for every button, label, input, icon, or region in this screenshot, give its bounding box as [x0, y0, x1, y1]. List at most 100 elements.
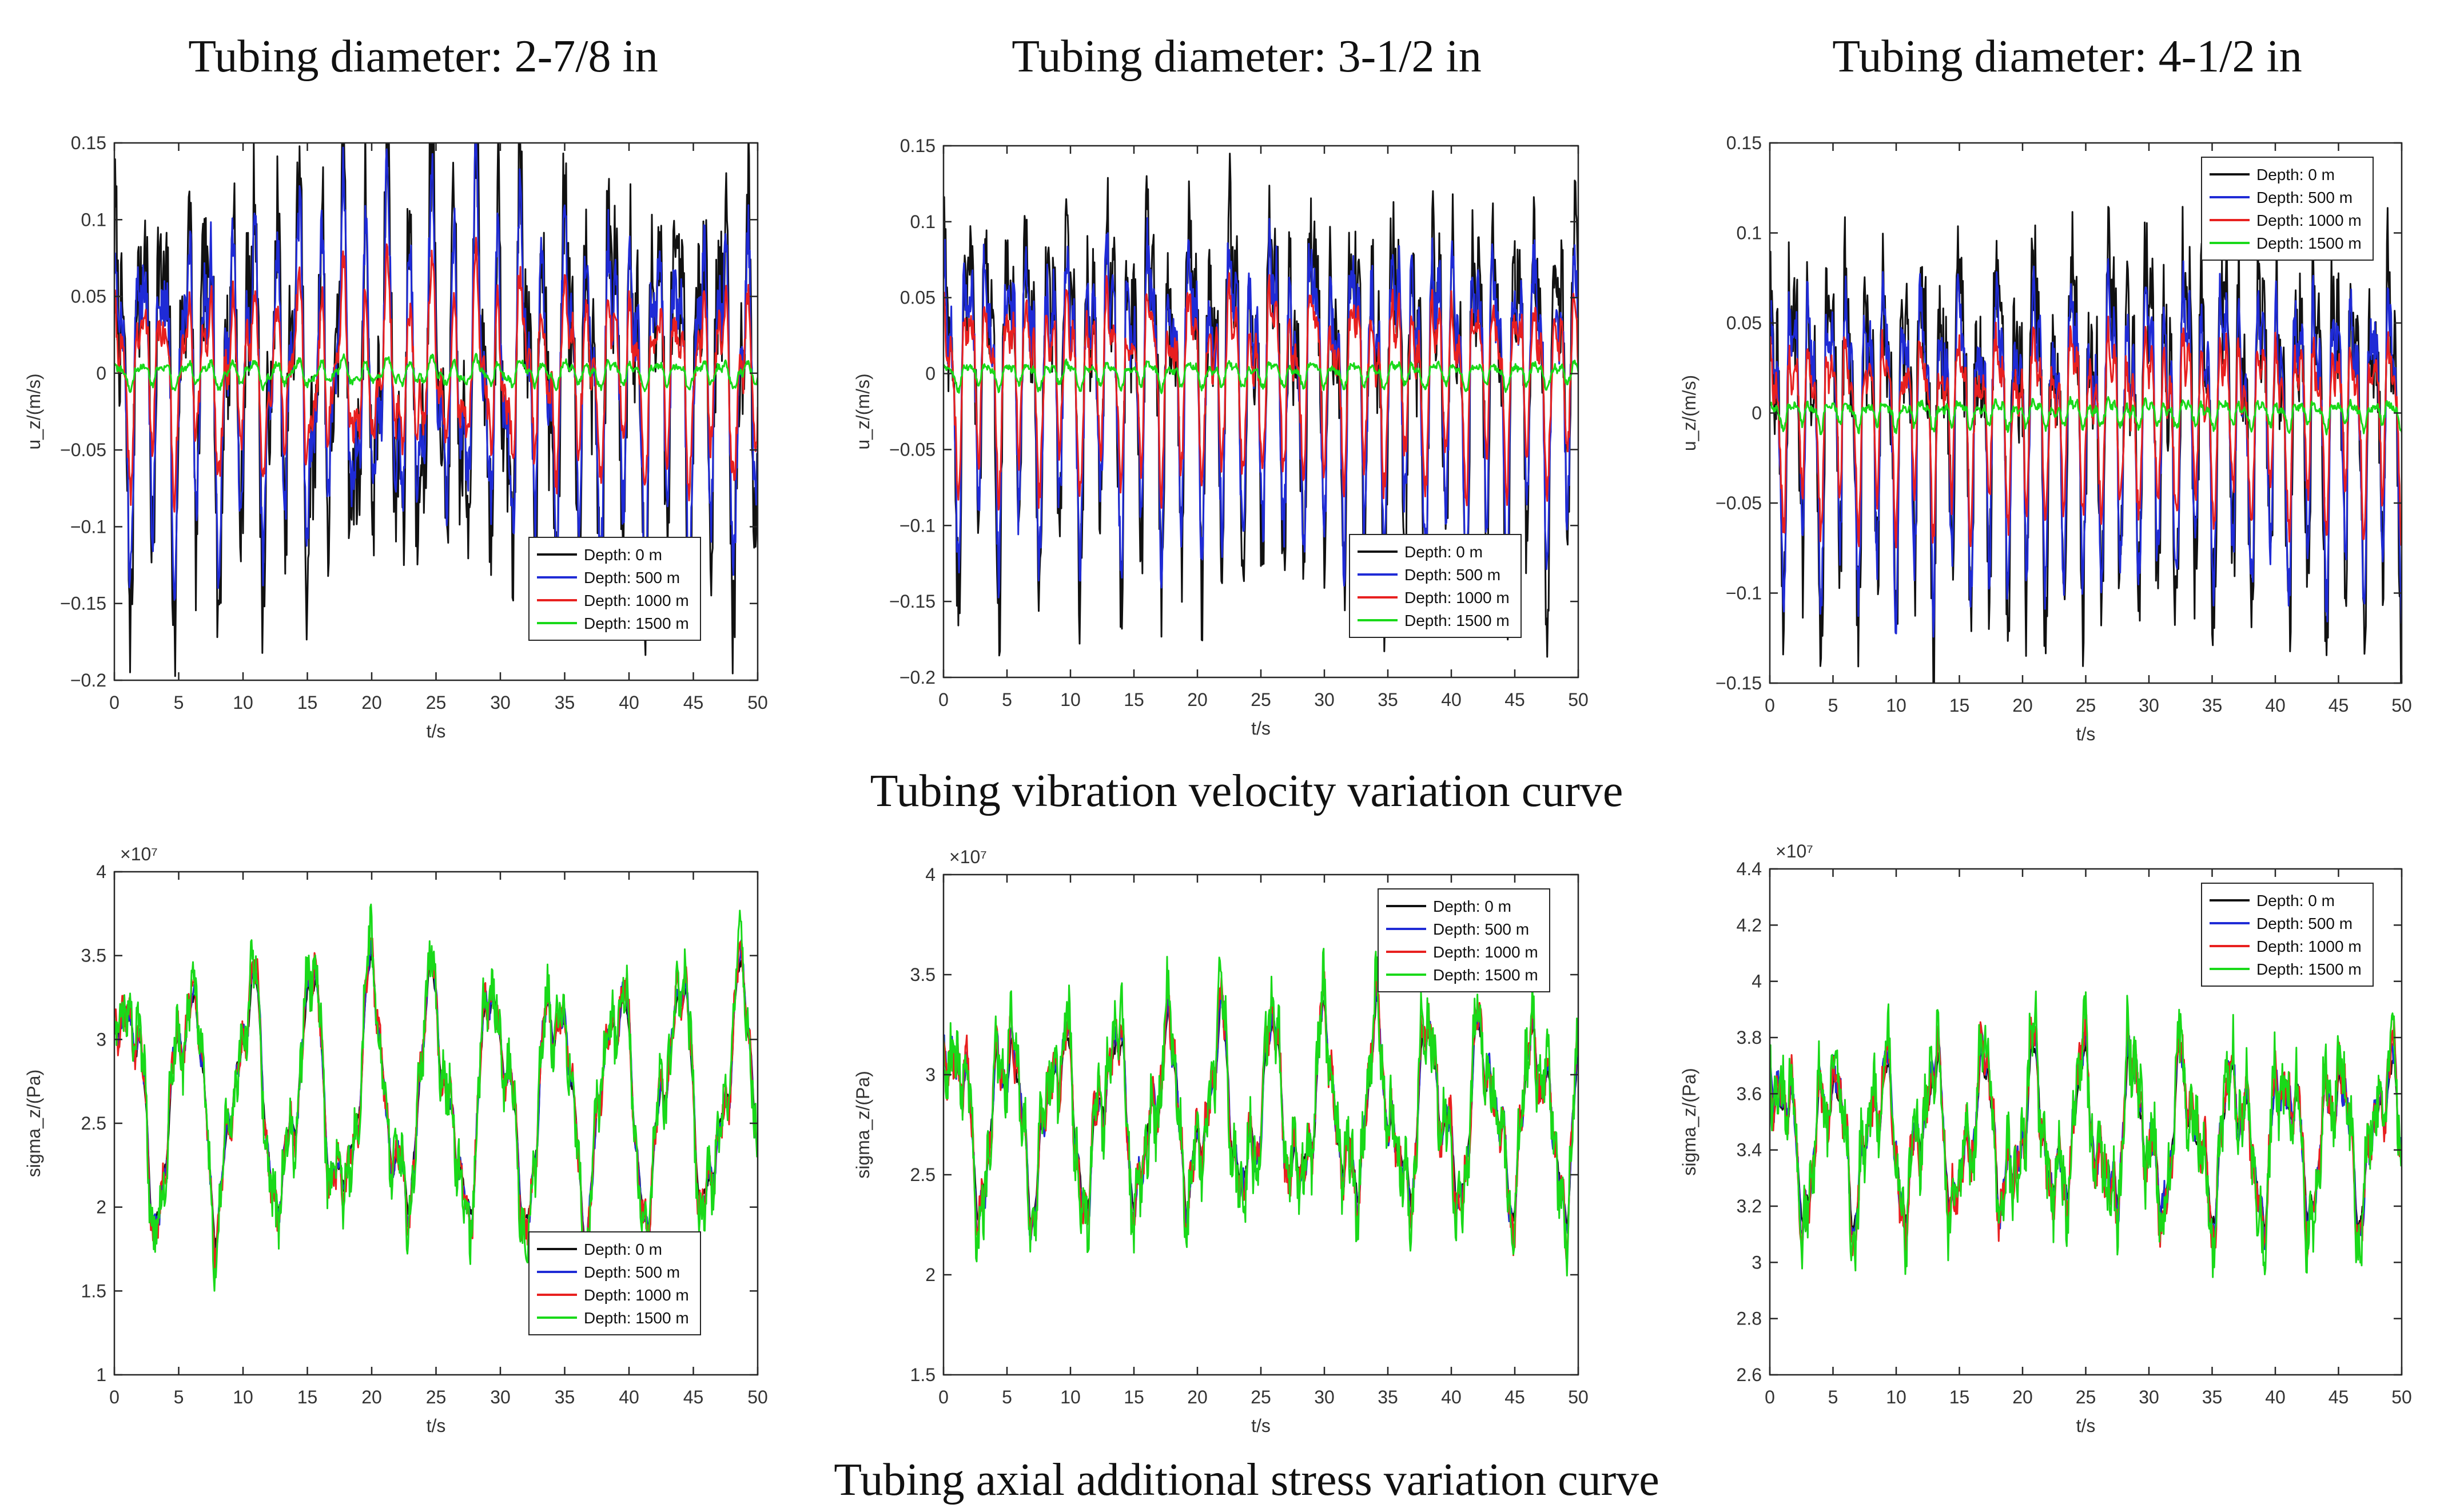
x-tick-label: 20: [2012, 1387, 2033, 1407]
y-axis-label: u_z/(m/s): [1679, 375, 1699, 451]
chart-vel-412: 0 5 10 15 20 25 30 35 40 45 50 −0.15 −0.1 −0.05 0 0.05 0…: [1679, 133, 2412, 744]
x-tick-label: 30: [1314, 689, 1335, 710]
y-tick-label: 3.4: [1737, 1140, 1762, 1160]
y-exponent-label: ×10⁷: [120, 844, 158, 864]
legend-entry: Depth: 0 m: [584, 1240, 662, 1258]
x-tick-label: 0: [938, 689, 949, 710]
panel-title-2: Tubing diameter: 3-1/2 in: [1012, 31, 1481, 82]
row-caption-velocity: Tubing vibration velocity variation curv…: [870, 766, 1623, 816]
legend-entry: Depth: 500 m: [584, 1263, 680, 1281]
x-tick-label: 10: [1886, 695, 1906, 716]
legend-entry: Depth: 1000 m: [1433, 943, 1538, 961]
legend-entry: Depth: 0 m: [1433, 897, 1511, 915]
x-tick-label: 20: [361, 692, 382, 713]
series-line-1500m: [114, 903, 758, 1292]
x-tick-label: 20: [2012, 695, 2033, 716]
x-tick-label: 45: [683, 1387, 704, 1407]
x-tick-label: 50: [747, 692, 768, 713]
chart-stress-312: 0 5 10 15 20 25 30 35 40 45 50 1.5 2 2.5 3 3.5 4 ×10⁷ t/s s…: [853, 847, 1589, 1436]
y-tick-label: 2: [925, 1264, 936, 1285]
y-tick-label: 0.1: [1737, 223, 1762, 244]
x-tick-label: 40: [619, 692, 639, 713]
y-tick-label: 0.15: [900, 135, 936, 156]
y-tick-label: 3.5: [81, 946, 106, 966]
x-tick-label: 15: [297, 1387, 318, 1407]
y-tick-label: 4: [1752, 971, 1762, 992]
x-tick-label: 50: [1568, 689, 1589, 710]
y-tick-label: 3.6: [1737, 1083, 1762, 1104]
y-tick-label: −0.15: [1715, 673, 1762, 693]
y-tick-label: 3: [925, 1064, 936, 1085]
x-tick-label: 0: [1765, 1387, 1775, 1407]
legend-entry: Depth: 1000 m: [584, 1286, 689, 1304]
x-tick-label: 25: [426, 692, 447, 713]
x-tick-label: 35: [1378, 1387, 1398, 1407]
series-line-1500m: [114, 353, 758, 393]
x-tick-label: 15: [1124, 1387, 1144, 1407]
x-tick-label: 50: [2391, 1387, 2412, 1407]
x-tick-label: 15: [1124, 689, 1144, 710]
series-line-0m: [1770, 1038, 2402, 1235]
y-tick-label: 2.5: [910, 1164, 936, 1185]
series-line-1500m: [1770, 990, 2402, 1278]
y-tick-label: 0.05: [1726, 313, 1762, 333]
x-tick-label: 30: [2139, 695, 2159, 716]
x-tick-label: 15: [297, 692, 318, 713]
y-tick-label: 4.4: [1737, 859, 1762, 879]
legend-entry: Depth: 500 m: [2256, 189, 2353, 206]
legend-entry: Depth: 1000 m: [584, 592, 689, 609]
y-tick-label: 1.5: [910, 1365, 936, 1385]
x-tick-label: 30: [2139, 1387, 2159, 1407]
chart-stress-412: 0 5 10 15 20 25 30 35 40 45 50 2.6 2.8 3 3.2 3.4 3.6 3.8 4…: [1679, 841, 2412, 1436]
y-tick-label: 0.1: [81, 209, 106, 230]
y-tick-label: −0.1: [899, 515, 936, 536]
series-line-1500m: [944, 358, 1578, 394]
x-tick-label: 35: [2202, 695, 2223, 716]
series-line-1500m: [1770, 396, 2402, 436]
x-tick-label: 20: [1187, 689, 1208, 710]
chart-vel-278: 0 5 10 15 20 25 30 35 40 45 50 −0.2 −0.15 −0.1 −0.05 0 0…: [23, 133, 768, 741]
x-tick-label: 45: [683, 692, 704, 713]
series-line-500m: [1770, 258, 2402, 638]
row-caption-stress: Tubing axial additional stress variation…: [834, 1455, 1659, 1505]
y-tick-label: 0.05: [71, 286, 106, 307]
y-tick-label: 3: [1752, 1252, 1762, 1272]
legend-entry: Depth: 500 m: [584, 569, 680, 587]
y-tick-label: 0: [925, 364, 936, 384]
y-tick-label: 2.6: [1737, 1365, 1762, 1385]
panel-title-1: Tubing diameter: 2-7/8 in: [188, 31, 658, 82]
series-group: [944, 948, 1578, 1276]
y-tick-label: 0.05: [900, 288, 936, 308]
y-tick-label: −0.05: [1715, 493, 1762, 513]
series-group: [114, 143, 758, 677]
x-tick-label: 0: [938, 1387, 949, 1407]
x-tick-label: 25: [1251, 1387, 1271, 1407]
legend-entry: Depth: 1500 m: [1433, 966, 1538, 984]
x-tick-label: 15: [1949, 695, 1970, 716]
legend-entry: Depth: 1500 m: [1404, 612, 1510, 629]
x-tick-label: 45: [2328, 1387, 2349, 1407]
x-tick-label: 25: [1251, 689, 1271, 710]
y-tick-label: −0.05: [60, 440, 106, 460]
x-tick-label: 5: [174, 692, 184, 713]
y-exponent-label: ×10⁷: [949, 847, 987, 867]
x-axis-label: t/s: [427, 721, 446, 741]
x-tick-label: 20: [361, 1387, 382, 1407]
y-exponent-label: ×10⁷: [1776, 841, 1813, 861]
legend: Depth: 0 m Depth: 500 m Depth: 1000 m Depth…: [528, 537, 701, 641]
legend-entry: Depth: 0 m: [2256, 166, 2335, 183]
series-line-1000m: [944, 272, 1578, 511]
x-axis-label: t/s: [1251, 718, 1271, 739]
x-tick-label: 35: [2202, 1387, 2223, 1407]
y-tick-label: −0.15: [60, 593, 106, 614]
y-tick-label: −0.2: [899, 667, 936, 688]
series-line-1500m: [944, 948, 1578, 1276]
y-tick-label: −0.05: [889, 439, 936, 460]
legend-entry: Depth: 0 m: [2256, 892, 2335, 909]
legend-entry: Depth: 1500 m: [584, 1309, 689, 1327]
x-tick-label: 10: [1886, 1387, 1906, 1407]
y-axis-label: sigma_z/(Pa): [853, 1071, 873, 1179]
x-axis-label: t/s: [1251, 1415, 1271, 1436]
panel-title-3: Tubing diameter: 4-1/2 in: [1832, 31, 2302, 82]
y-axis-label: sigma_z/(Pa): [1679, 1068, 1699, 1176]
